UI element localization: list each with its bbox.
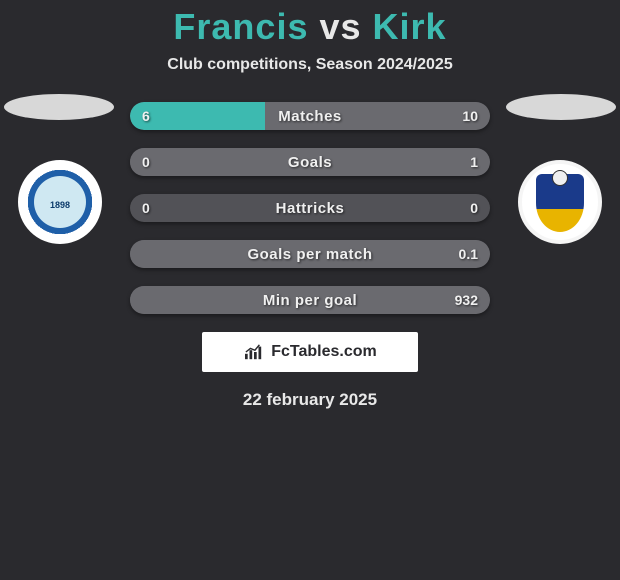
club-badge-right xyxy=(518,160,602,244)
stat-label: Goals per match xyxy=(130,240,490,268)
player1-name: Francis xyxy=(173,6,308,47)
stat-bar: 610Matches xyxy=(130,102,490,130)
player2-name: Kirk xyxy=(373,6,447,47)
chart-icon xyxy=(243,343,265,361)
stat-label: Min per goal xyxy=(130,286,490,314)
club-badge-left: 1898 xyxy=(18,160,102,244)
stat-bar: 00Hattricks xyxy=(130,194,490,222)
subtitle: Club competitions, Season 2024/2025 xyxy=(0,56,620,74)
stat-bar: 932Min per goal xyxy=(130,286,490,314)
stat-bar: 01Goals xyxy=(130,148,490,176)
badge-ball xyxy=(552,170,568,186)
date-text: 22 february 2025 xyxy=(0,390,620,410)
stat-label: Hattricks xyxy=(130,194,490,222)
stat-bar: 0.1Goals per match xyxy=(130,240,490,268)
badge-year: 1898 xyxy=(22,200,98,210)
brand-box: FcTables.com xyxy=(202,332,418,372)
comparison-panel: 1898 610Matches 01Goals 00Hattricks 0.1Goal… xyxy=(0,102,620,410)
stat-bars: 610Matches 01Goals 00Hattricks 0.1Goals per… xyxy=(130,102,490,314)
brand-text: FcTables.com xyxy=(271,343,377,361)
stat-label: Matches xyxy=(130,102,490,130)
player1-photo-placeholder xyxy=(4,94,114,120)
vs-text: vs xyxy=(319,6,361,47)
player2-photo-placeholder xyxy=(506,94,616,120)
stat-label: Goals xyxy=(130,148,490,176)
page-title: Francis vs Kirk xyxy=(0,0,620,48)
